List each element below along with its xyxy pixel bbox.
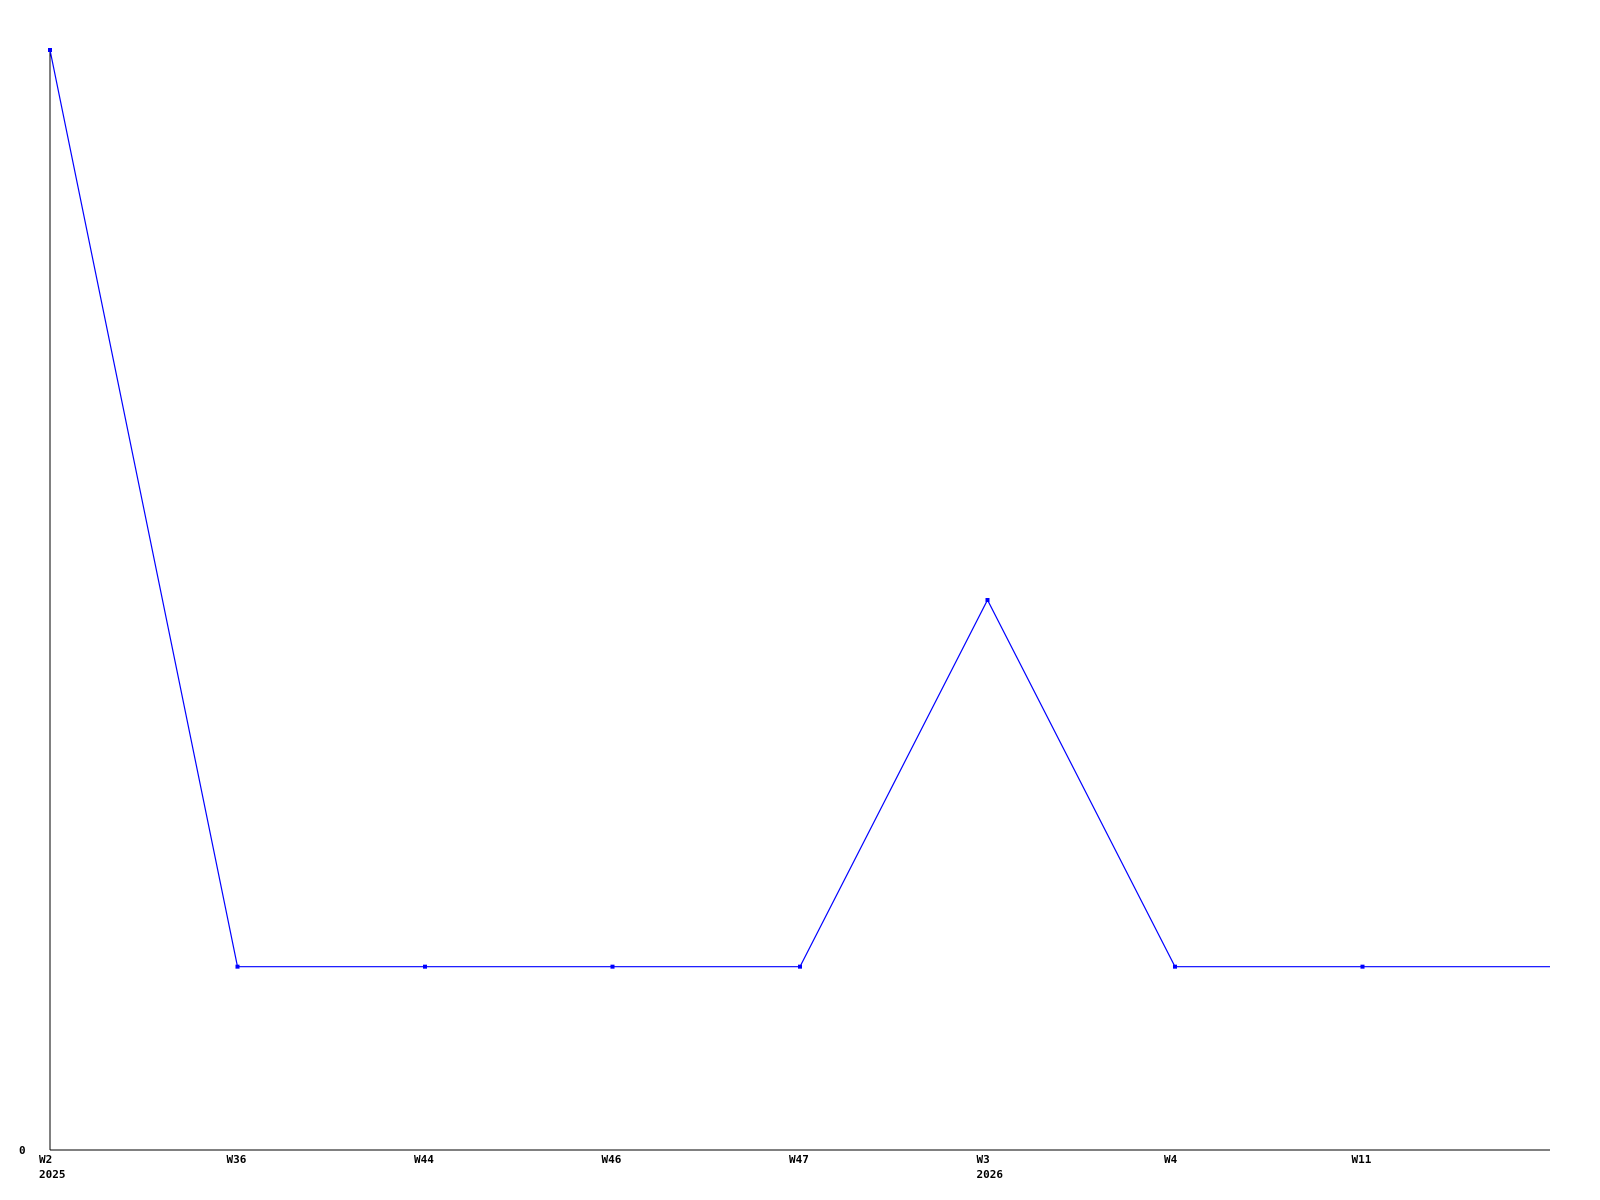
data-point	[985, 598, 990, 602]
data-point	[423, 964, 427, 969]
x-tick-label: W46	[602, 1153, 622, 1166]
data-point	[1360, 964, 1365, 969]
x-year-label: 2026	[977, 1168, 1004, 1181]
x-tick-label: W3	[977, 1153, 990, 1166]
y-tick-label-0: 0	[19, 1144, 26, 1157]
data-point	[610, 964, 615, 969]
x-tick-label: W2	[39, 1153, 52, 1166]
x-tick-label: W11	[1352, 1153, 1372, 1166]
series-line	[49, 49, 1550, 968]
x-tick-label: W4	[1164, 1153, 1178, 1166]
x-tick-label: W47	[789, 1153, 809, 1166]
x-year-label: 2025	[39, 1168, 66, 1181]
data-point	[48, 48, 52, 52]
data-point	[798, 964, 802, 969]
data-point	[235, 964, 240, 969]
x-tick-label: W44	[414, 1153, 434, 1166]
x-tick-label: W36	[227, 1153, 247, 1166]
data-point	[1173, 964, 1177, 969]
